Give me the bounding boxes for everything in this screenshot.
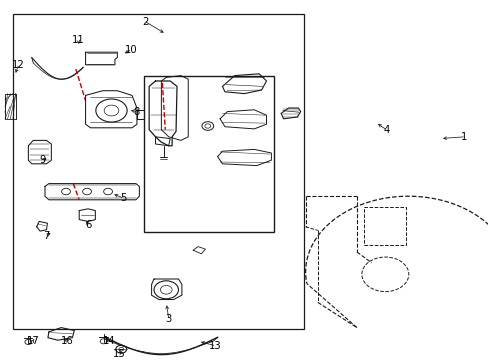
Text: 8: 8 — [134, 107, 140, 117]
Text: 9: 9 — [40, 155, 46, 165]
Text: 3: 3 — [165, 314, 171, 324]
Text: 1: 1 — [460, 132, 467, 142]
Text: 5: 5 — [120, 193, 126, 203]
Text: 14: 14 — [102, 336, 115, 346]
Text: 16: 16 — [61, 336, 74, 346]
Bar — [5, 94, 16, 119]
Text: 4: 4 — [383, 125, 388, 135]
Bar — [13, 14, 304, 329]
Text: 17: 17 — [26, 336, 39, 346]
Text: 6: 6 — [84, 220, 91, 230]
Bar — [364, 207, 405, 245]
Bar — [144, 76, 273, 232]
Text: 10: 10 — [124, 45, 137, 55]
Text: 11: 11 — [72, 35, 84, 45]
Text: 15: 15 — [113, 348, 125, 359]
Text: 2: 2 — [142, 17, 148, 27]
Text: 7: 7 — [43, 231, 50, 241]
Text: 13: 13 — [208, 341, 221, 351]
Text: 12: 12 — [12, 60, 25, 70]
